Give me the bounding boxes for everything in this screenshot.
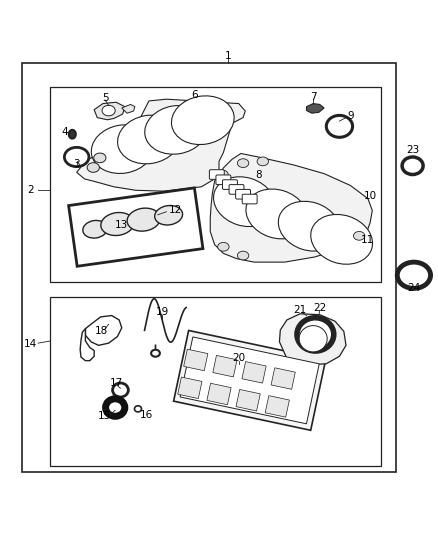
Ellipse shape (326, 115, 353, 138)
Ellipse shape (113, 383, 128, 397)
Polygon shape (80, 329, 94, 361)
Polygon shape (94, 102, 125, 120)
Polygon shape (85, 316, 122, 345)
Text: 10: 10 (364, 191, 377, 201)
Text: 11: 11 (361, 235, 374, 245)
Polygon shape (207, 383, 231, 405)
Polygon shape (265, 395, 290, 417)
Ellipse shape (311, 214, 373, 264)
Text: 1: 1 (224, 51, 231, 61)
Ellipse shape (397, 262, 431, 288)
Ellipse shape (218, 243, 229, 251)
Polygon shape (178, 377, 202, 399)
Ellipse shape (87, 163, 99, 172)
FancyBboxPatch shape (22, 63, 396, 472)
Ellipse shape (117, 115, 180, 164)
FancyBboxPatch shape (236, 189, 251, 199)
Polygon shape (242, 361, 266, 383)
Ellipse shape (217, 170, 228, 179)
Ellipse shape (237, 159, 249, 167)
Ellipse shape (151, 350, 160, 357)
Ellipse shape (94, 153, 106, 163)
Ellipse shape (64, 147, 89, 167)
Ellipse shape (102, 106, 115, 116)
Polygon shape (180, 337, 319, 424)
Text: 12: 12 (169, 205, 182, 215)
Ellipse shape (213, 177, 276, 227)
Ellipse shape (91, 125, 154, 173)
FancyBboxPatch shape (50, 297, 381, 466)
Text: 24: 24 (407, 284, 420, 293)
Ellipse shape (246, 189, 308, 239)
FancyBboxPatch shape (209, 169, 224, 179)
Text: 21: 21 (293, 305, 307, 316)
Text: 22: 22 (313, 303, 326, 313)
Polygon shape (184, 349, 208, 371)
FancyBboxPatch shape (50, 87, 381, 282)
Text: 23: 23 (406, 146, 419, 156)
Ellipse shape (134, 406, 141, 412)
Ellipse shape (69, 130, 76, 139)
Ellipse shape (155, 206, 183, 225)
Polygon shape (307, 103, 324, 113)
Ellipse shape (83, 221, 107, 238)
Text: 5: 5 (102, 93, 109, 103)
Ellipse shape (278, 201, 340, 251)
Ellipse shape (106, 399, 125, 416)
Ellipse shape (402, 157, 423, 174)
Text: 15: 15 (98, 411, 111, 421)
Polygon shape (69, 188, 203, 266)
Text: 13: 13 (115, 220, 128, 230)
Polygon shape (77, 99, 245, 191)
Polygon shape (271, 368, 295, 389)
Text: 7: 7 (310, 92, 317, 102)
Text: 2: 2 (27, 185, 34, 195)
Text: 19: 19 (155, 307, 169, 317)
Text: 20: 20 (232, 353, 245, 364)
Text: 9: 9 (347, 111, 354, 122)
Ellipse shape (353, 231, 365, 240)
Polygon shape (236, 390, 260, 411)
Text: 16: 16 (140, 409, 153, 419)
Text: 8: 8 (255, 169, 262, 180)
Text: 17: 17 (110, 377, 123, 387)
Ellipse shape (145, 106, 208, 154)
FancyBboxPatch shape (223, 180, 237, 189)
Ellipse shape (237, 251, 249, 260)
Ellipse shape (127, 208, 160, 231)
Ellipse shape (257, 157, 268, 166)
FancyBboxPatch shape (229, 184, 244, 194)
FancyBboxPatch shape (216, 175, 231, 184)
Ellipse shape (299, 326, 327, 352)
Text: 3: 3 (73, 159, 80, 168)
Polygon shape (210, 154, 372, 262)
Ellipse shape (297, 318, 334, 351)
FancyBboxPatch shape (242, 194, 257, 204)
Text: 18: 18 (95, 326, 108, 336)
Polygon shape (279, 314, 346, 365)
Polygon shape (122, 104, 135, 113)
Text: 4: 4 (61, 127, 68, 136)
Ellipse shape (171, 96, 234, 144)
Text: 6: 6 (191, 90, 198, 100)
Ellipse shape (101, 213, 134, 236)
Polygon shape (213, 356, 237, 377)
Polygon shape (173, 330, 326, 430)
Text: 14: 14 (24, 340, 37, 350)
